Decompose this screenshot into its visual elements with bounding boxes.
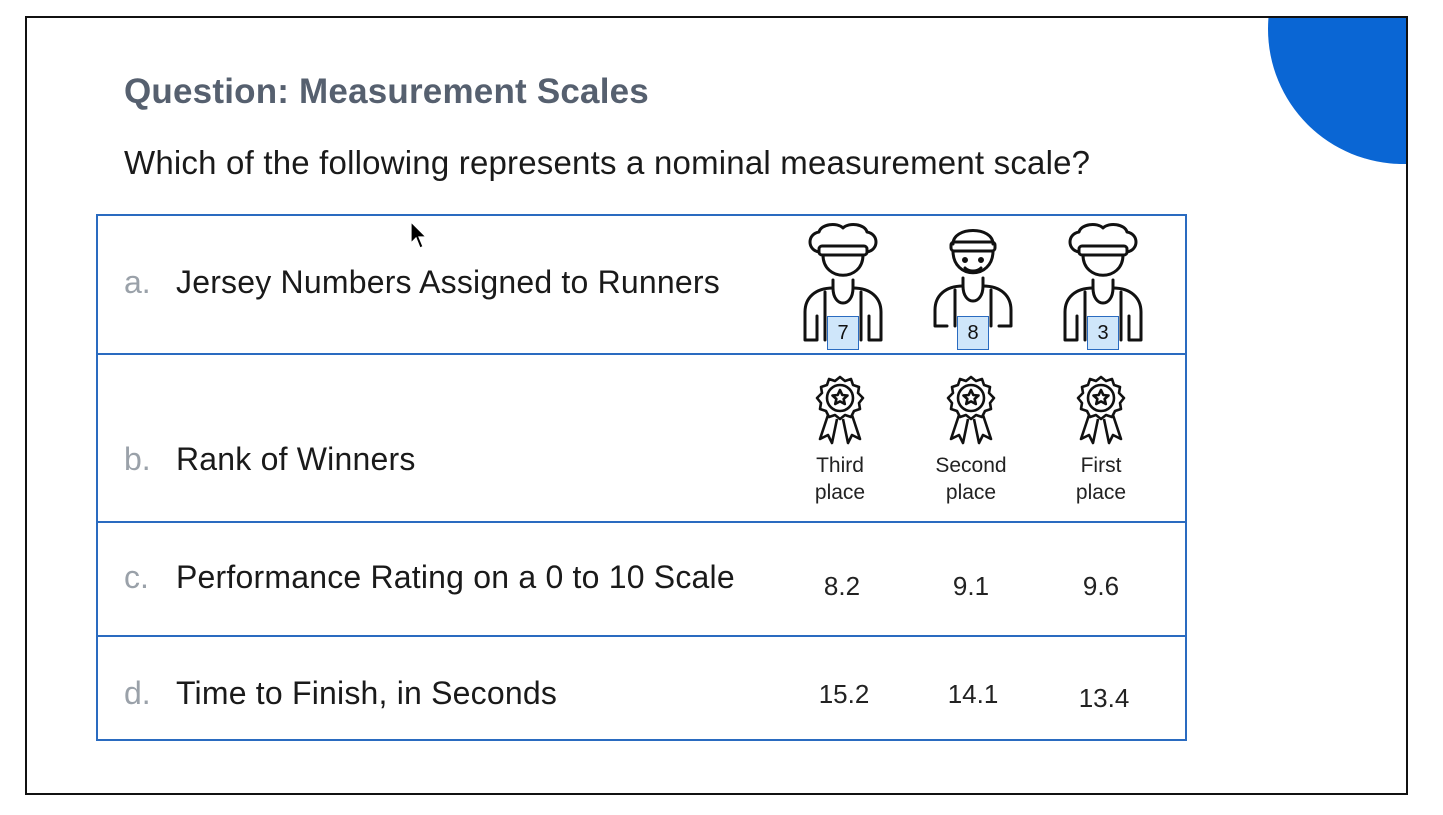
runner-figure-1: 7 [778,222,908,350]
rank-label-line1: Third [816,454,864,477]
medal-first: First place [1036,373,1166,506]
option-letter: d. [124,675,151,711]
option-row-d[interactable]: d. Time to Finish, in Seconds 15.2 14.1 … [98,637,1185,741]
rank-label-line1: First [1080,454,1122,477]
medal-second: Second place [906,373,1036,506]
jersey-number: 8 [957,316,989,350]
medal-icon [946,375,996,445]
option-text: Rank of Winners [176,441,416,477]
option-letter: b. [124,441,151,477]
time-value: 13.4 [1078,683,1130,713]
option-text: Performance Rating on a 0 to 10 Scale [176,559,735,595]
option-text: Jersey Numbers Assigned to Runners [176,264,720,300]
question-text: Which of the following represents a nomi… [124,144,1091,181]
slide-title: Question: Measurement Scales [124,72,649,111]
medal-icon [1076,375,1126,445]
runner-icon [803,223,883,342]
jersey-number: 3 [1087,316,1119,350]
rank-label-line1: Second [935,454,1007,477]
jersey-number: 7 [827,316,859,350]
rating-value: 8.2 [823,571,861,601]
rating-value: 9.1 [952,571,990,601]
option-letter: c. [124,559,149,595]
rating-value: 9.6 [1082,571,1120,601]
runner-figure-2: 8 [908,222,1038,350]
rank-label-line2: place [945,481,997,504]
options-table: a. Jersey Numbers Assigned to Runners 7 [96,214,1187,741]
runner-figure-3: 3 [1038,222,1168,350]
corner-decoration [1268,18,1406,164]
runner-icon [933,229,1013,328]
mouse-cursor-icon [410,221,428,249]
rank-label-line2: place [1075,481,1127,504]
medal-icon [815,375,865,445]
slide: Question: Measurement Scales Which of th… [25,16,1408,795]
option-row-a[interactable]: a. Jersey Numbers Assigned to Runners 7 [98,216,1185,355]
option-text: Time to Finish, in Seconds [176,675,558,711]
time-value: 14.1 [947,679,999,709]
option-row-c[interactable]: c. Performance Rating on a 0 to 10 Scale… [98,523,1185,637]
option-row-b[interactable]: b. Rank of Winners Third place [98,355,1185,523]
rank-label-line2: place [814,481,866,504]
time-value: 15.2 [818,679,870,709]
medal-third: Third place [775,373,905,506]
runner-icon [1063,223,1143,342]
option-letter: a. [124,264,151,300]
